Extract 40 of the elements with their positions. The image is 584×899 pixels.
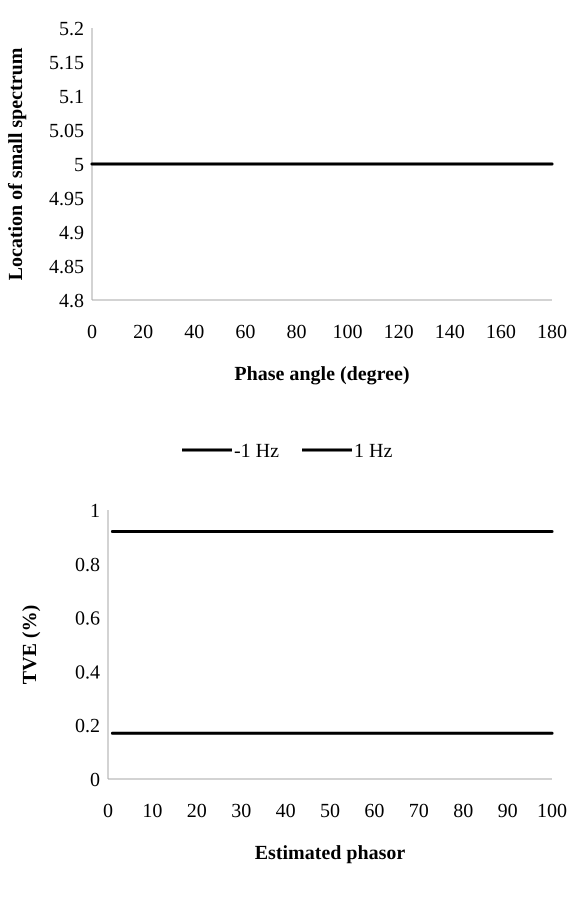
x-tick-label: 40 [276,800,296,822]
x-tick-label: 30 [231,800,252,822]
legend-label: 1 Hz [354,440,392,462]
x-tick-label: 20 [186,800,207,822]
x-tick-label: 100 [332,321,363,343]
y-tick-label: 4.95 [49,188,84,210]
x-tick-label: 180 [537,321,567,343]
x-axis-title: Phase angle (degree) [234,363,410,385]
y-tick-label: 0 [90,769,100,791]
y-tick-label: 5.15 [49,52,84,74]
y-tick-label: 4.85 [49,256,84,278]
y-tick-label: 1 [90,500,100,522]
y-tick-label: 5.05 [49,120,84,142]
x-tick-label: 120 [384,321,414,343]
legend-label: -1 Hz [234,440,280,462]
x-tick-label: 160 [486,321,516,343]
x-tick-label: 140 [434,321,465,343]
x-tick-label: 60 [235,321,256,343]
y-axis-title: TVE (%) [19,604,41,684]
x-tick-label: 20 [133,321,154,343]
y-tick-label: 0.2 [75,715,100,738]
y-tick-label: 0.6 [75,608,100,630]
x-tick-label: 80 [453,800,474,822]
y-tick-label: 0.4 [75,661,100,684]
y-tick-label: 5.1 [59,86,84,108]
x-tick-label: 40 [184,321,204,343]
y-axis-title: Location of small spectrum [5,47,27,280]
y-tick-label: 5 [74,154,84,176]
x-tick-label: 90 [498,800,518,822]
y-tick-label: 0.8 [75,554,100,576]
x-tick-label: 80 [286,321,306,343]
y-tick-label: 5.2 [59,18,84,40]
y-tick-label: 4.9 [59,222,84,244]
x-tick-label: 60 [364,800,384,822]
y-tick-label: 4.8 [59,290,84,312]
x-tick-label: 100 [537,800,567,822]
x-tick-label: 70 [408,800,429,822]
x-tick-label: 50 [320,800,340,822]
x-tick-label: 10 [142,800,162,822]
x-axis-title: Estimated phasor [254,842,406,864]
